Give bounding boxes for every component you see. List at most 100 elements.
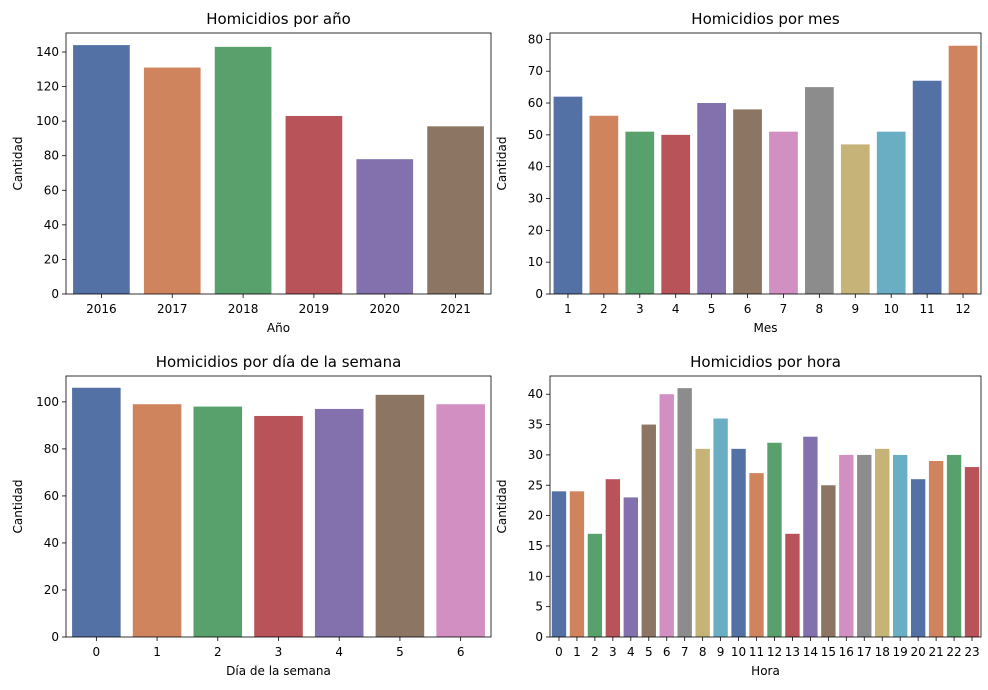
y-tick-label: 80 <box>44 442 59 456</box>
x-axis-label: Hora <box>751 664 780 678</box>
bar-10 <box>876 131 906 294</box>
y-tick-label: 60 <box>528 96 543 110</box>
x-tick-label: 12 <box>955 302 970 316</box>
y-tick-label: 70 <box>528 64 543 78</box>
x-tick-label: 14 <box>803 645 818 659</box>
bar-12 <box>948 45 978 295</box>
y-tick-label: 10 <box>528 569 543 583</box>
x-tick-label: 2 <box>214 645 222 659</box>
bar-2016 <box>73 45 130 294</box>
x-tick-label: 19 <box>893 645 908 659</box>
bar-2017 <box>143 67 201 294</box>
y-tick-label: 30 <box>528 448 543 462</box>
x-tick-label: 7 <box>681 645 689 659</box>
y-tick-label: 20 <box>528 509 543 523</box>
bar-1 <box>553 96 583 294</box>
x-tick-label: 4 <box>335 645 343 659</box>
axes-frame <box>549 375 982 638</box>
y-axis-label: Cantidad <box>11 137 25 191</box>
chart-title: Homicidios por año <box>206 10 351 28</box>
chart-1: 2016 2017 2018 2019 2020 2021 0 20 40 60 80 100 120 1… <box>11 10 492 335</box>
y-tick-label: 140 <box>36 45 59 59</box>
y-tick-label: 60 <box>44 183 59 197</box>
bar-4 <box>661 134 691 294</box>
y-tick-label: 80 <box>528 32 543 46</box>
y-tick-label: 30 <box>528 192 543 206</box>
y-tick-label: 20 <box>528 223 543 237</box>
y-axis-label: Cantidad <box>495 137 509 191</box>
y-axis-label: Cantidad <box>495 480 509 534</box>
y-tick-label: 35 <box>528 418 543 432</box>
x-tick-label: 1 <box>564 302 572 316</box>
x-tick-label: 7 <box>780 302 788 316</box>
bar-2 <box>587 533 603 637</box>
x-tick-label: 5 <box>396 645 404 659</box>
bar-8 <box>805 87 834 294</box>
y-tick-label: 100 <box>36 114 59 128</box>
x-tick-label: 2017 <box>157 302 188 316</box>
y-axis-label: Cantidad <box>11 480 25 534</box>
x-tick-label: 9 <box>717 645 725 659</box>
y-tick-label: 0 <box>535 287 543 301</box>
bar-6 <box>733 109 762 294</box>
bar-7 <box>677 388 692 637</box>
x-tick-label: 11 <box>749 645 764 659</box>
bar-12 <box>767 442 782 637</box>
x-tick-label: 2020 <box>369 302 400 316</box>
bar-23 <box>964 467 980 637</box>
axes-frame <box>65 32 492 295</box>
bar-2018 <box>214 46 272 294</box>
x-tick-label: 10 <box>731 645 746 659</box>
x-tick-label: 21 <box>928 645 943 659</box>
bar-13 <box>785 533 800 637</box>
chart-title: Homicidios por día de la semana <box>156 353 402 371</box>
x-tick-label: 3 <box>275 645 283 659</box>
y-tick-label: 5 <box>535 600 543 614</box>
bar-10 <box>731 448 746 637</box>
x-axis-label: Año <box>267 321 290 335</box>
chart-2: 1 2 3 4 5 6 7 8 9 10 11 1201020304050607080Homicidi… <box>495 10 982 335</box>
y-tick-label: 0 <box>51 630 59 644</box>
x-tick-label: 8 <box>816 302 824 316</box>
y-tick-label: 40 <box>44 218 59 232</box>
bar-19 <box>893 454 908 637</box>
bar-11 <box>749 473 764 637</box>
y-tick-label: 100 <box>36 395 59 409</box>
bar-3 <box>625 131 655 294</box>
x-axis-label: Día de la semana <box>226 664 331 678</box>
bar-2021 <box>427 126 484 294</box>
y-tick-label: 20 <box>44 583 59 597</box>
y-tick-label: 0 <box>51 287 59 301</box>
x-tick-label: 9 <box>851 302 859 316</box>
x-tick-label: 2 <box>591 645 599 659</box>
y-tick-label: 0 <box>535 630 543 644</box>
bar-5 <box>697 103 726 295</box>
bar-5 <box>641 424 656 637</box>
bar-1 <box>132 404 182 637</box>
bar-4 <box>623 497 638 637</box>
bar-1 <box>569 491 585 637</box>
x-tick-label: 0 <box>93 645 101 659</box>
y-tick-label: 25 <box>528 478 543 492</box>
x-tick-label: 8 <box>699 645 707 659</box>
y-tick-label: 40 <box>44 536 59 550</box>
x-tick-label: 12 <box>767 645 782 659</box>
bar-8 <box>695 448 710 637</box>
bar-2 <box>193 406 243 637</box>
y-tick-label: 80 <box>44 149 59 163</box>
bar-16 <box>839 454 854 637</box>
chart-4: 0 1 2 3 4 5 6 7 8 9 10 11 12 13 14 15 16 17 18 19 20 21 22 2305… <box>495 353 982 678</box>
bar-21 <box>928 460 944 637</box>
bar-9 <box>840 144 870 294</box>
bar-17 <box>857 454 872 637</box>
x-tick-label: 2016 <box>86 302 117 316</box>
x-tick-label: 18 <box>875 645 890 659</box>
x-tick-label: 3 <box>636 302 644 316</box>
x-tick-label: 10 <box>884 302 899 316</box>
bar-3 <box>605 479 621 637</box>
x-tick-label: 22 <box>946 645 961 659</box>
bar-15 <box>821 485 836 637</box>
y-tick-label: 50 <box>528 128 543 142</box>
x-tick-label: 2018 <box>228 302 259 316</box>
x-tick-label: 5 <box>645 645 653 659</box>
